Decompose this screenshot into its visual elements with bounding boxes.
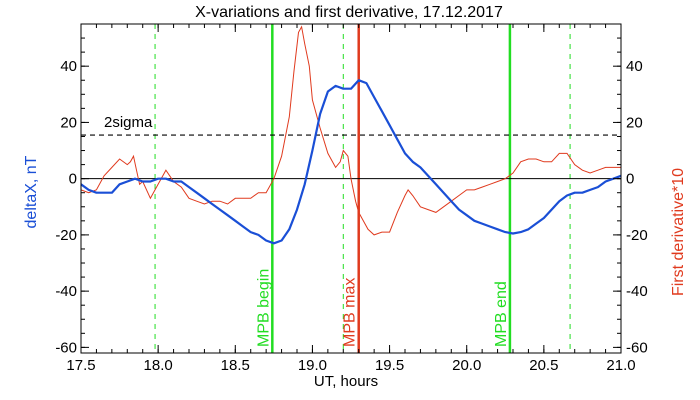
x-tick-label-1: 18.0	[144, 357, 173, 374]
y-axis-label-right: First derivative*10	[670, 168, 687, 296]
y-tick-label-right-1: -40	[626, 283, 648, 300]
y-tick-label-left-0: -60	[55, 339, 77, 356]
x-tick-label-5: 20.0	[452, 357, 481, 374]
reference-lines: 2sigma	[81, 114, 621, 180]
marker-layer: MPB begin MPB max MPB end	[154, 24, 571, 353]
series-layer	[80, 25, 622, 245]
y-tick-label-right-5: 40	[626, 58, 643, 75]
y-tick-label-left-1: -40	[55, 283, 77, 300]
x-tick-label-7: 21.0	[606, 357, 635, 374]
x-tick-label-2: 18.5	[221, 357, 250, 374]
x-tick-label-3: 19.0	[298, 357, 327, 374]
derivative-line	[80, 25, 621, 236]
chart-title: X-variations and first derivative, 17.12…	[195, 4, 503, 21]
tick-layer: 17.5 18.0 18.5 19.0 19.5 20.0 20.5 21.0-60 -60-4…	[55, 24, 648, 374]
y-tick-label-left-5: 40	[60, 58, 77, 75]
y-tick-label-left-2: -20	[55, 227, 77, 244]
y-tick-label-left-4: 20	[60, 114, 77, 131]
y-tick-label-right-3: 0	[626, 171, 634, 188]
deltaX-line	[80, 79, 622, 245]
y-tick-label-right-2: -20	[626, 227, 648, 244]
plot-frame	[80, 23, 622, 354]
x-tick-label-0: 17.5	[66, 357, 95, 374]
marker-label-1: MPB max	[342, 278, 359, 347]
y-tick-label-right-4: 20	[626, 114, 643, 131]
marker-label-0: MPB begin	[255, 269, 272, 347]
y-axis-label-left: deltaX, nT	[23, 155, 40, 228]
x-tick-label-4: 19.5	[375, 357, 404, 374]
x-axis-label: UT, hours	[314, 373, 378, 390]
x-tick-label-6: 20.5	[529, 357, 558, 374]
marker-label-2: MPB end	[493, 281, 510, 347]
y-tick-label-right-0: -60	[626, 339, 648, 356]
threshold-label: 2sigma	[104, 114, 153, 131]
y-tick-label-left-3: 0	[69, 171, 77, 188]
